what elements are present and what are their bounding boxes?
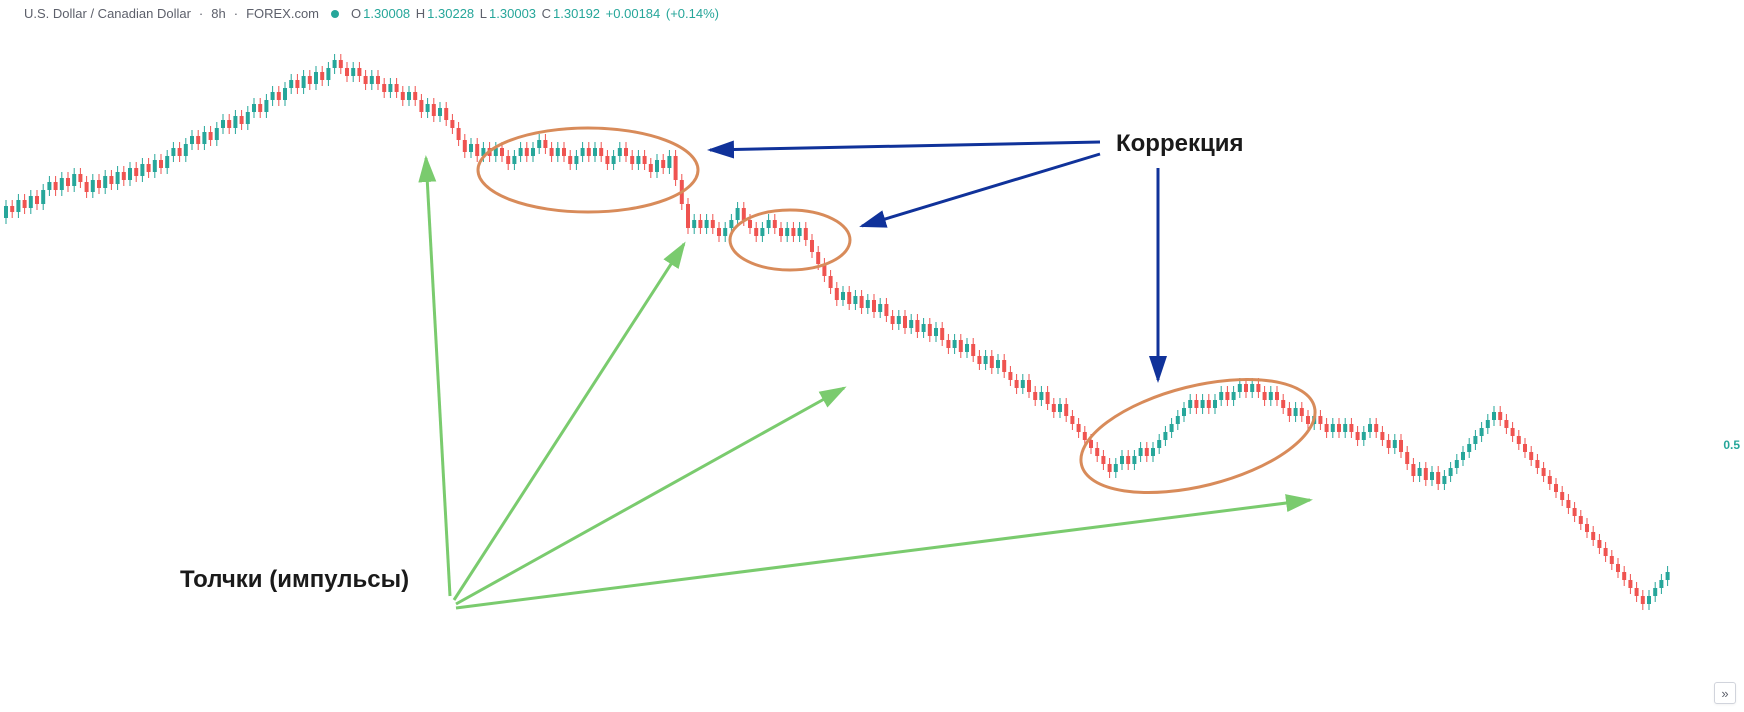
change-value: +0.00184 bbox=[606, 6, 661, 21]
open-value: 1.30008 bbox=[363, 6, 410, 21]
impulse-arrow bbox=[456, 388, 844, 604]
chart-header: U.S. Dollar / Canadian Dollar · 8h · FOR… bbox=[24, 6, 721, 21]
correction-arrow bbox=[710, 142, 1100, 150]
low-label: L bbox=[480, 6, 487, 21]
chart-area[interactable]: Коррекция Толчки (импульсы) 0.5 bbox=[0, 30, 1744, 712]
impulse-arrow bbox=[426, 158, 450, 596]
low-value: 1.30003 bbox=[489, 6, 536, 21]
impulse-arrow bbox=[454, 244, 684, 600]
goto-last-bar-button[interactable]: » bbox=[1714, 682, 1736, 704]
broker: FOREX.com bbox=[246, 6, 319, 21]
market-status-dot bbox=[331, 10, 339, 18]
high-value: 1.30228 bbox=[427, 6, 474, 21]
change-pct: (+0.14%) bbox=[666, 6, 719, 21]
price-axis-tag: 0.5 bbox=[1723, 438, 1740, 452]
symbol-pair: U.S. Dollar / Canadian Dollar bbox=[24, 6, 191, 21]
header-sep: · bbox=[234, 6, 238, 21]
correction-arrow bbox=[862, 154, 1100, 226]
header-sep: · bbox=[199, 6, 203, 21]
close-label: C bbox=[542, 6, 551, 21]
high-label: H bbox=[416, 6, 425, 21]
annotation-label-impulses: Толчки (импульсы) bbox=[180, 566, 409, 594]
annotation-label-correction: Коррекция bbox=[1116, 130, 1244, 158]
candlestick-chart[interactable] bbox=[0, 30, 1744, 712]
close-value: 1.30192 bbox=[553, 6, 600, 21]
correction-ellipse bbox=[478, 128, 698, 212]
chevron-right-double-icon: » bbox=[1721, 686, 1728, 701]
correction-ellipse bbox=[730, 210, 850, 270]
candles-group bbox=[4, 54, 1670, 610]
impulse-arrow bbox=[456, 500, 1310, 608]
ohlc-block: O1.30008 H1.30228 L1.30003 C1.30192 +0.0… bbox=[351, 6, 721, 21]
interval: 8h bbox=[211, 6, 225, 21]
open-label: O bbox=[351, 6, 361, 21]
correction-ellipse bbox=[1069, 358, 1326, 513]
